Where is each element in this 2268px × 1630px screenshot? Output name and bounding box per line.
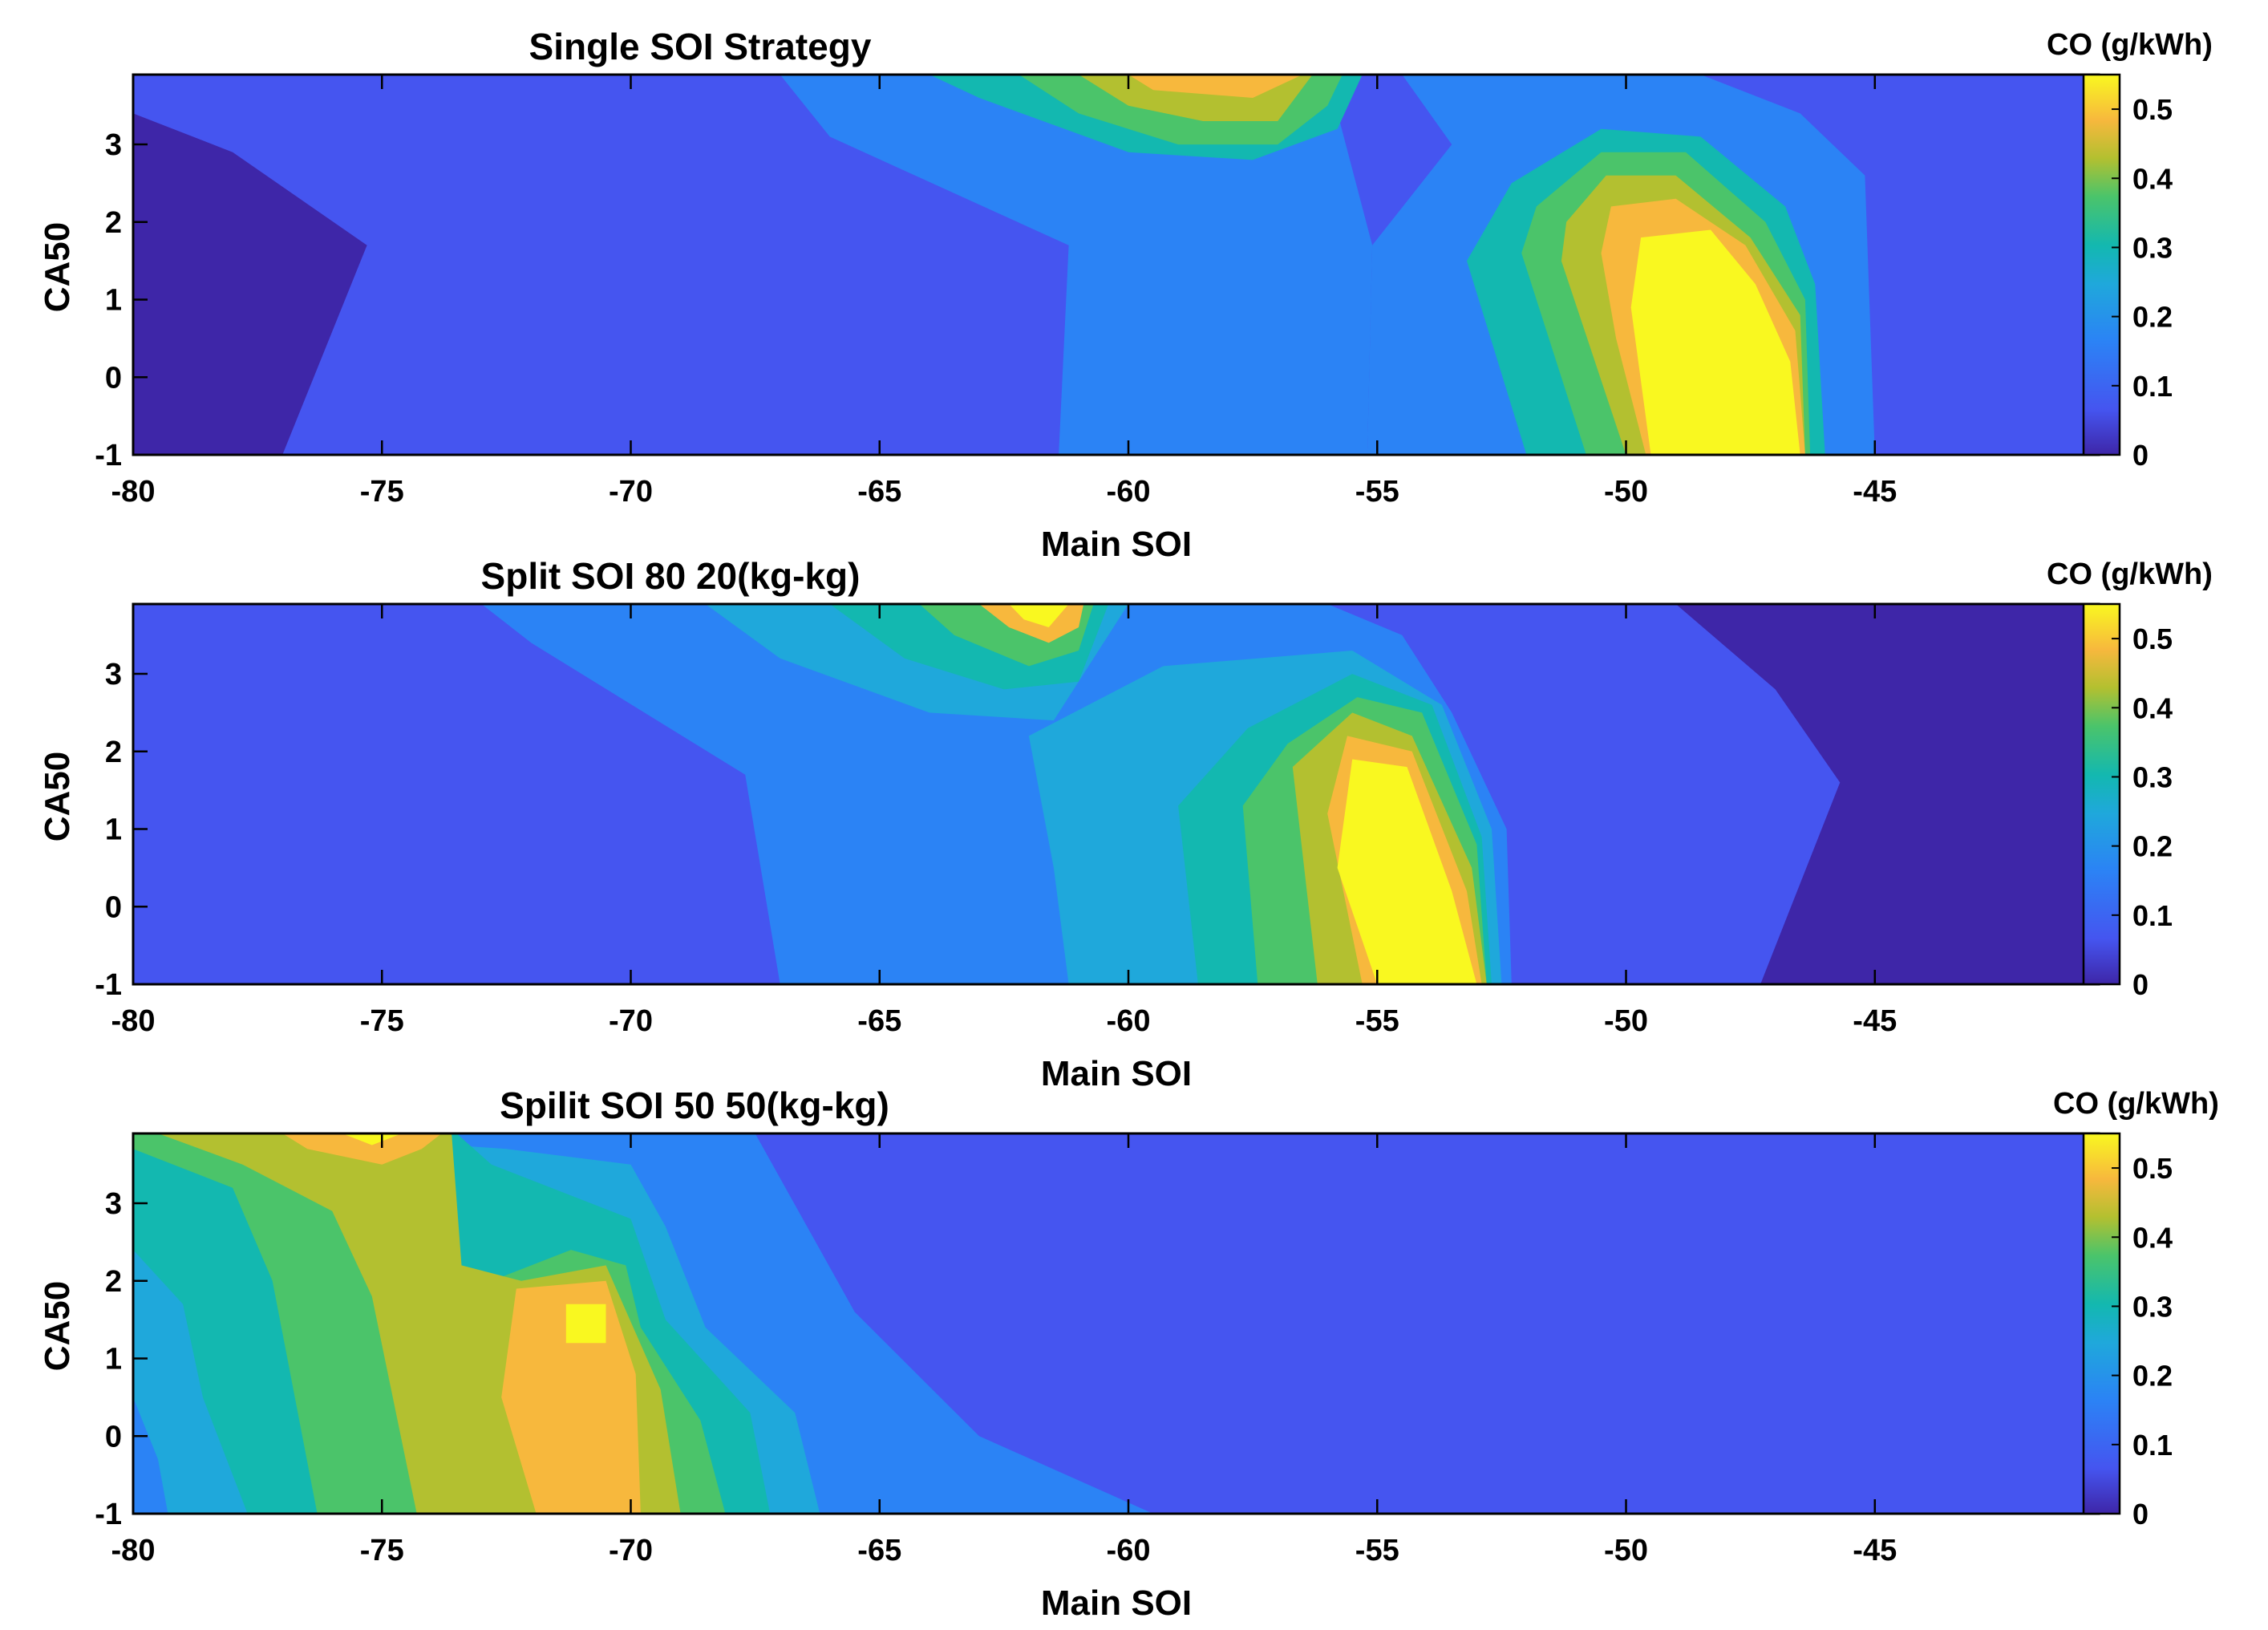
contour-region [1377, 774, 1407, 861]
contour-region [133, 113, 367, 455]
contour-region [780, 75, 1373, 455]
x-tick-label: -55 [1355, 475, 1399, 509]
x-tick-label: -55 [1355, 1004, 1399, 1038]
y-axis-label: CA50 [38, 752, 77, 842]
x-tick-label: -55 [1355, 1534, 1399, 1567]
panel-title: Single SOI Strategy [529, 26, 872, 67]
colorbar-tick-label: 0.5 [2132, 622, 2173, 655]
y-tick-label: 2 [105, 736, 122, 769]
colorbar-tick-label: 0.5 [2132, 93, 2173, 126]
x-tick-label: -50 [1604, 1004, 1648, 1038]
x-axis-label: Main SOI [1041, 1583, 1192, 1623]
contour-region [1128, 75, 1303, 98]
contour-plot-area [132, 602, 2100, 986]
x-tick-label: -75 [360, 475, 404, 509]
y-tick-label: 3 [105, 128, 122, 162]
x-tick-label: -50 [1604, 1534, 1648, 1567]
y-axis: -1 0 1 2 3 [95, 658, 2099, 1002]
y-tick-label: 0 [105, 1420, 122, 1454]
x-tick-label: -45 [1853, 475, 1897, 509]
x-tick-label: -80 [111, 1004, 156, 1038]
colorbar-title: CO (g/kWh) [2053, 1087, 2219, 1121]
colorbar-tick-label: 0.1 [2132, 1429, 2173, 1462]
contour-region [342, 1133, 403, 1145]
colorbar-title: CO (g/kWh) [2047, 558, 2213, 591]
x-tick-label: -60 [1107, 1004, 1151, 1038]
y-tick-label: -1 [95, 968, 122, 1002]
colorbar-title: CO (g/kWh) [2047, 28, 2213, 62]
x-tick-label: -80 [111, 1534, 156, 1567]
contour-region [1427, 968, 1467, 984]
colorbar-scale [2082, 602, 2121, 986]
y-tick-label: 1 [105, 813, 122, 847]
colorbar-tick-label: 0.4 [2132, 1221, 2173, 1254]
contour-region [565, 1304, 606, 1344]
y-tick-label: 3 [105, 1187, 122, 1221]
x-tick-label: -65 [857, 1534, 901, 1567]
y-tick-label: 3 [105, 658, 122, 691]
x-axis-label: Main SOI [1041, 1054, 1192, 1093]
colorbar-tick-label: 0.3 [2132, 231, 2173, 264]
y-axis-label: CA50 [38, 1281, 77, 1372]
x-tick-label: -70 [609, 1534, 653, 1567]
x-tick-label: -65 [857, 475, 901, 509]
colorbar-tick-label: 0.1 [2132, 899, 2173, 932]
colorbar-tick-label: 0.5 [2132, 1152, 2173, 1185]
contour-region [282, 1133, 442, 1165]
contour-plot-area [132, 1132, 2100, 1515]
x-axis: -80 -75 -70 -65 -60 -55 -50 -45 [111, 604, 1897, 1038]
y-tick-label: 1 [105, 1343, 122, 1377]
colorbar-scale [2082, 73, 2121, 456]
colorbar-tick-label: 0.3 [2132, 760, 2173, 793]
x-axis: -80 -75 -70 -65 -60 -55 -50 -45 [111, 1133, 1897, 1567]
x-tick-label: -80 [111, 475, 156, 509]
x-tick-label: -60 [1107, 1534, 1151, 1567]
y-tick-label: 0 [105, 361, 122, 395]
y-tick-label: 2 [105, 1265, 122, 1299]
colorbar-tick-label: 0.2 [2132, 830, 2173, 863]
colorbar-tick-label: 0.3 [2132, 1290, 2173, 1323]
colorbar-tick-label: 0.1 [2132, 370, 2173, 403]
contour-plot-area [132, 73, 2100, 456]
panel-title: Split SOI 80 20(kg-kg) [481, 555, 861, 597]
x-tick-label: -45 [1853, 1004, 1897, 1038]
x-tick-label: -45 [1853, 1534, 1897, 1567]
colorbar-tick-label: 0.2 [2132, 301, 2173, 334]
contour-region [1735, 392, 1791, 455]
x-tick-label: -70 [609, 1004, 653, 1038]
x-tick-label: -75 [360, 1534, 404, 1567]
contour-region [1377, 790, 1472, 984]
colorbar-tick-label: 0 [2132, 439, 2149, 472]
x-tick-label: -70 [609, 475, 653, 509]
panel-title: Spilit SOI 50 50(kg-kg) [500, 1085, 889, 1126]
colorbar: 0 0.1 0.2 0.3 0.4 0.5 [2082, 73, 2173, 472]
colorbar-tick-label: 0 [2132, 1498, 2149, 1531]
panel-split-soi-50-50: Spilit SOI 50 50(kg-kg) -80 -75 -70 -65 -60-… [38, 1085, 2219, 1623]
x-tick-label: -65 [857, 1004, 901, 1038]
y-tick-label: -1 [95, 439, 122, 472]
colorbar-tick-label: 0.4 [2132, 691, 2173, 724]
x-tick-label: -60 [1107, 475, 1151, 509]
y-tick-label: 2 [105, 206, 122, 240]
x-tick-label: -75 [360, 1004, 404, 1038]
y-tick-label: 0 [105, 890, 122, 924]
colorbar-tick-label: 0 [2132, 968, 2149, 1001]
colorbar: 0 0.1 0.2 0.3 0.4 0.5 [2082, 602, 2173, 1001]
colorbar-tick-label: 0.4 [2132, 162, 2173, 195]
colorbar-tick-label: 0.2 [2132, 1360, 2173, 1393]
y-tick-label: -1 [95, 1498, 122, 1531]
y-tick-label: 1 [105, 284, 122, 318]
colorbar-scale [2082, 1132, 2121, 1515]
x-axis: -80 -75 -70 -65 -60 -55 -50 -45 [111, 75, 1897, 509]
panel-single-soi: Single SOI Strategy -80 -75 -70 -65 -60 -55 -5… [38, 26, 2213, 564]
y-axis-label: CA50 [38, 222, 77, 313]
contour-region [1009, 604, 1069, 627]
colorbar: 0 0.1 0.2 0.3 0.4 0.5 [2082, 1132, 2173, 1531]
x-tick-label: -50 [1604, 475, 1648, 509]
panel-split-soi-80-20: Split SOI 80 20(kg-kg) -80 -75 -70 -65 -60 -5… [38, 555, 2213, 1093]
contour-region [1675, 604, 2099, 984]
x-axis-label: Main SOI [1041, 525, 1192, 564]
